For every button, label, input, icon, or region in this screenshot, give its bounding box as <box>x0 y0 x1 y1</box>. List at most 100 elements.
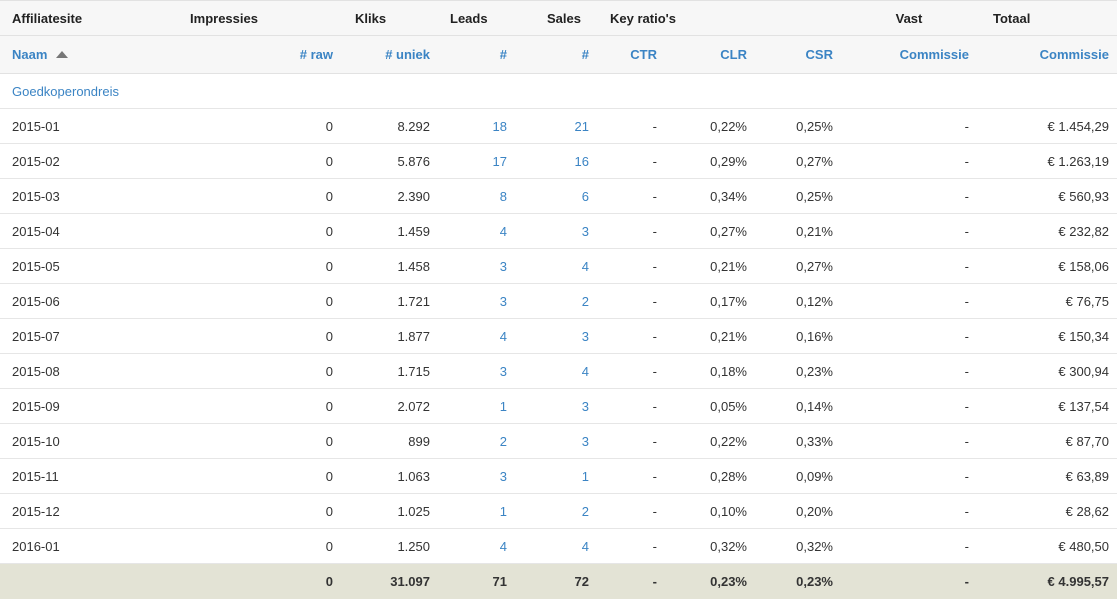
cell-leads-link[interactable]: 3 <box>438 353 515 389</box>
sort-header-ctr[interactable]: CTR <box>597 35 665 74</box>
cell-leads-link[interactable]: 8 <box>438 178 515 214</box>
cell-commissie: € 137,54 <box>977 388 1117 424</box>
cell-sales-link[interactable]: 3 <box>515 388 597 424</box>
cell-naam: 2016-01 <box>0 528 85 564</box>
cell-uniek: 1.250 <box>341 528 438 564</box>
cell-leads-link[interactable]: 4 <box>438 528 515 564</box>
cell-leads-link[interactable]: 18 <box>438 108 515 144</box>
cell-uniek: 2.072 <box>341 388 438 424</box>
cell-commissie: € 1.454,29 <box>977 108 1117 144</box>
cell-uniek: 1.721 <box>341 283 438 319</box>
cell-leads-link[interactable]: 4 <box>438 213 515 249</box>
cell-uniek: 2.390 <box>341 178 438 214</box>
cell-leads-link[interactable]: 3 <box>438 458 515 494</box>
cell-ctr: - <box>597 388 665 424</box>
table-row: 2015-01 0 8.292 18 21-0,22% 0,25% - € 1.454,29 <box>0 108 1117 144</box>
cell-leads-link[interactable]: 3 <box>438 248 515 284</box>
cell-naam: 2015-11 <box>0 458 85 494</box>
cell-uniek: 1.063 <box>341 458 438 494</box>
sort-header-vast-commissie[interactable]: Commissie <box>841 35 977 74</box>
cell-sales-link[interactable]: 21 <box>515 108 597 144</box>
cell-ctr: - <box>597 493 665 529</box>
cell-ctr: - <box>597 528 665 564</box>
cell-sales-link[interactable]: 2 <box>515 493 597 529</box>
table-row: 2015-10 0 899 2 3-0,22% 0,33% - € 87,70 <box>0 423 1117 459</box>
cell-sales-link[interactable]: 3 <box>515 423 597 459</box>
table-row: 2016-01 0 1.250 4 4-0,32% 0,32% - € 480,50 <box>0 528 1117 564</box>
cell-vast: - <box>841 388 977 424</box>
cell-clr: 0,29% <box>665 143 755 179</box>
table-row: 2015-07 0 1.877 4 3-0,21% 0,16% - € 150,34 <box>0 318 1117 354</box>
cell-ctr: - <box>597 458 665 494</box>
cell-sales-link[interactable]: 1 <box>515 458 597 494</box>
cell-naam: 2015-07 <box>0 318 85 354</box>
sort-header-sales[interactable]: # <box>515 35 597 74</box>
cell-raw: 0 <box>85 318 341 354</box>
cell-commissie: € 28,62 <box>977 493 1117 529</box>
cell-sales-link[interactable]: 4 <box>515 528 597 564</box>
cell-vast: - <box>841 318 977 354</box>
total-naam <box>0 564 85 599</box>
sort-header-raw[interactable]: # raw <box>85 35 341 74</box>
sort-header-clr[interactable]: CLR <box>665 35 755 74</box>
group-vast: Vast <box>841 0 977 36</box>
cell-raw: 0 <box>85 493 341 529</box>
sort-header-naam[interactable]: Naam <box>0 35 85 74</box>
cell-sales-link[interactable]: 3 <box>515 318 597 354</box>
cell-vast: - <box>841 423 977 459</box>
sort-header-totaal-commissie[interactable]: Commissie <box>977 35 1117 74</box>
cell-sales-link[interactable]: 3 <box>515 213 597 249</box>
cell-csr: 0,25% <box>755 108 841 144</box>
cell-naam: 2015-06 <box>0 283 85 319</box>
table-row: 2015-11 0 1.063 3 1-0,28% 0,09% - € 63,89 <box>0 458 1117 494</box>
sort-header-csr[interactable]: CSR <box>755 35 841 74</box>
cell-uniek: 5.876 <box>341 143 438 179</box>
cell-clr: 0,21% <box>665 248 755 284</box>
cell-leads-link[interactable]: 1 <box>438 388 515 424</box>
cell-clr: 0,32% <box>665 528 755 564</box>
cell-vast: - <box>841 248 977 284</box>
cell-leads-link[interactable]: 17 <box>438 143 515 179</box>
cell-clr: 0,28% <box>665 458 755 494</box>
sort-header-uniek[interactable]: # uniek <box>341 35 438 74</box>
cell-sales-link[interactable]: 4 <box>515 248 597 284</box>
table-row: 2015-08 0 1.715 3 4-0,18% 0,23% - € 300,94 <box>0 353 1117 389</box>
cell-raw: 0 <box>85 178 341 214</box>
cell-csr: 0,25% <box>755 178 841 214</box>
cell-uniek: 899 <box>341 423 438 459</box>
cell-raw: 0 <box>85 458 341 494</box>
cell-csr: 0,09% <box>755 458 841 494</box>
group-sales: Sales <box>515 0 597 36</box>
cell-ctr: - <box>597 423 665 459</box>
total-csr: 0,23% <box>796 573 833 589</box>
total-uniek: 31.097 <box>390 573 430 589</box>
cell-csr: 0,33% <box>755 423 841 459</box>
cell-sales-link[interactable]: 6 <box>515 178 597 214</box>
cell-naam: 2015-12 <box>0 493 85 529</box>
cell-vast: - <box>841 108 977 144</box>
cell-ctr: - <box>597 283 665 319</box>
cell-naam: 2015-05 <box>0 248 85 284</box>
sort-header-leads[interactable]: # <box>438 35 515 74</box>
section-link-goedkoperondreis[interactable]: Goedkoperondreis <box>0 73 1117 109</box>
table-row: 2015-02 0 5.876 17 16-0,29% 0,27% - € 1.263,19 <box>0 143 1117 179</box>
cell-commissie: € 232,82 <box>977 213 1117 249</box>
cell-sales-link[interactable]: 16 <box>515 143 597 179</box>
cell-leads-link[interactable]: 4 <box>438 318 515 354</box>
group-affiliatesite: Affiliatesite <box>0 0 85 36</box>
table-row: 2015-03 0 2.390 8 6-0,34% 0,25% - € 560,93 <box>0 178 1117 214</box>
table-row: 2015-05 0 1.458 3 4-0,21% 0,27% - € 158,06 <box>0 248 1117 284</box>
cell-commissie: € 76,75 <box>977 283 1117 319</box>
cell-sales-link[interactable]: 2 <box>515 283 597 319</box>
cell-vast: - <box>841 458 977 494</box>
total-leads: 71 <box>492 573 507 589</box>
cell-commissie: € 560,93 <box>977 178 1117 214</box>
cell-leads-link[interactable]: 2 <box>438 423 515 459</box>
cell-leads-link[interactable]: 1 <box>438 493 515 529</box>
cell-raw: 0 <box>85 143 341 179</box>
cell-csr: 0,21% <box>755 213 841 249</box>
cell-leads-link[interactable]: 3 <box>438 283 515 319</box>
cell-sales-link[interactable]: 4 <box>515 353 597 389</box>
cell-commissie: € 63,89 <box>977 458 1117 494</box>
cell-commissie: € 480,50 <box>977 528 1117 564</box>
